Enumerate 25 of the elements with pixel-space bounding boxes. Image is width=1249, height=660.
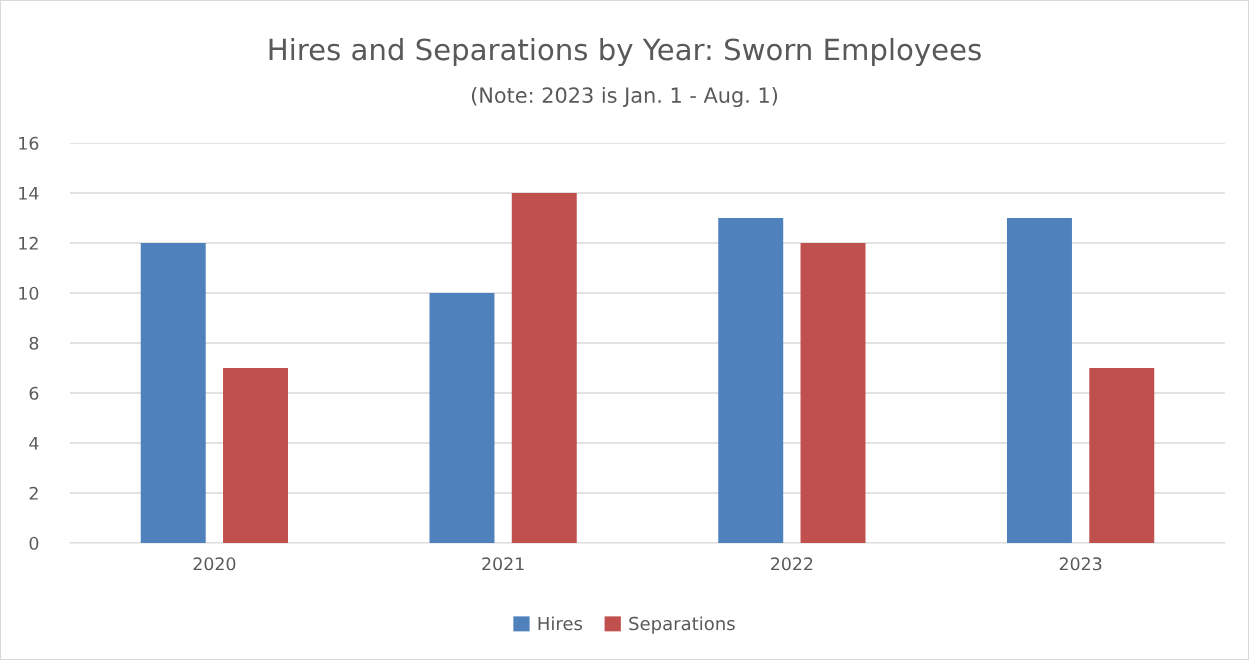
legend-label: Separations [629,616,735,634]
bar [511,193,577,543]
y-tick-label: 8 [29,336,39,350]
y-tick-label: 6 [29,386,39,400]
x-tick-label: 2022 [771,557,813,571]
bar [223,368,289,543]
y-tick-label: 10 [19,286,39,300]
legend-label: Hires [538,616,583,631]
bar [718,218,784,543]
x-tick-label: 2021 [482,557,524,571]
bar [140,243,206,543]
y-tick-label: 4 [29,436,39,450]
y-tick-label: 14 [19,186,39,200]
y-tick-label: 12 [19,236,38,250]
x-tick-label: 2023 [1059,557,1102,571]
bar [1006,218,1072,543]
y-tick-label: 0 [29,536,39,550]
bar [1089,368,1155,543]
y-tick-label: 2 [29,486,38,500]
chart-title: Hires and Separations by Year: Sworn Employees [269,37,981,67]
x-tick-label: 2020 [193,557,236,571]
bar [800,243,866,543]
bar [429,293,495,543]
y-tick-label: 16 [19,136,39,150]
chart-subtitle: (Note: 2023 is Jan. 1 - Aug. 1) [471,86,778,108]
